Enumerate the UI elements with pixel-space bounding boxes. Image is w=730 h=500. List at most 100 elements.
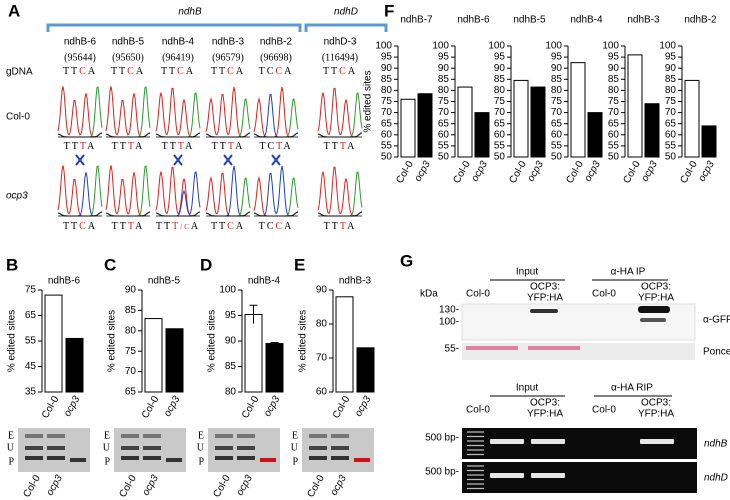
y-tick-label: 95 xyxy=(551,52,563,63)
gel-band xyxy=(309,434,327,438)
lane-label: Col-0 xyxy=(21,473,43,500)
y-tick-label: 80 xyxy=(125,325,137,336)
gel-band xyxy=(331,434,349,438)
site-label: ndhB-3 xyxy=(212,37,245,48)
y-tick-label: 70 xyxy=(125,366,137,377)
gel-band xyxy=(309,446,327,450)
bracket xyxy=(304,23,388,32)
y-tick-label: 55 xyxy=(381,141,393,152)
x-tick-label: Col-0 xyxy=(564,159,586,186)
gel-band xyxy=(215,434,233,438)
sequence: TTTA xyxy=(212,141,245,152)
edit-loss-mark xyxy=(271,154,281,166)
gel-band xyxy=(331,456,349,460)
sequence: TTTA xyxy=(162,141,195,152)
y-axis-label: % edited sites xyxy=(7,310,18,372)
bar xyxy=(627,54,643,158)
lane-label: YFP:HA xyxy=(638,409,674,420)
error-bar xyxy=(249,304,258,324)
y-tick-label: 100 xyxy=(488,41,505,52)
gel-band xyxy=(166,458,182,462)
edit-loss-mark xyxy=(223,154,233,166)
bracket xyxy=(46,23,302,32)
x-tick-label: ocp3 xyxy=(413,159,434,184)
gel-band xyxy=(143,434,161,438)
bar xyxy=(165,328,184,393)
y-tick-label: 95 xyxy=(438,52,450,63)
y-tick-label: 65 xyxy=(551,118,563,129)
y-tick-label: 45 xyxy=(25,361,37,372)
y-tick-label: 60 xyxy=(551,129,563,140)
lane-label: OCP3: xyxy=(530,398,560,409)
y-tick-label: 65 xyxy=(25,310,37,321)
gel-band xyxy=(25,434,43,438)
group-header: α-HA IP xyxy=(611,267,646,278)
site-label: ndhB-6 xyxy=(64,37,97,48)
chart-title: ndhB-7 xyxy=(400,15,433,26)
gel-band xyxy=(121,456,139,460)
ponceau-band xyxy=(528,346,580,350)
y-tick-label: 80 xyxy=(438,85,450,96)
pcr-band xyxy=(490,439,524,444)
blot-label: Ponceau xyxy=(703,347,730,358)
bar xyxy=(44,294,63,393)
x-tick-label: ocp3 xyxy=(470,159,491,184)
y-tick-label: 70 xyxy=(551,107,563,118)
y-tick-label: 100 xyxy=(602,41,619,52)
y-tick-label: 85 xyxy=(381,74,393,85)
bar xyxy=(356,347,375,393)
y-tick-label: 90 xyxy=(381,63,393,74)
sequence: TTTA xyxy=(112,221,145,232)
x-tick-label: Col-0 xyxy=(240,394,262,421)
y-tick-label: 55 xyxy=(551,141,563,152)
y-tick-label: 100 xyxy=(659,41,676,52)
sequence: TTCA xyxy=(323,66,357,77)
blot-label: α-GFP xyxy=(703,315,730,326)
y-tick-label: 70 xyxy=(665,107,677,118)
y-tick-label: 90 xyxy=(125,285,137,296)
band-label: E xyxy=(198,430,204,441)
bar xyxy=(335,296,354,393)
x-tick-label: ocp3 xyxy=(583,159,604,184)
lane-label: ocp3 xyxy=(45,473,66,498)
panel-label: D xyxy=(200,255,212,274)
y-tick-label: 50 xyxy=(381,152,393,163)
row-label: ocp3 xyxy=(6,191,28,202)
y-tick-label: 60 xyxy=(438,129,450,140)
sequence: TCCA xyxy=(259,66,294,77)
y-tick-label: 95 xyxy=(225,310,237,321)
y-tick-label: 55 xyxy=(608,141,620,152)
gel-band xyxy=(25,446,43,450)
position: (96419) xyxy=(162,52,194,63)
y-tick-label: 60 xyxy=(494,129,506,140)
size-label: 500 bp- xyxy=(425,467,459,478)
sequence: TTCA xyxy=(211,221,245,232)
bar xyxy=(701,125,717,158)
chart-title: ndhB-6 xyxy=(48,276,81,287)
gel-band xyxy=(47,434,65,438)
y-axis-label: % edited sites xyxy=(298,310,309,372)
pcr-band xyxy=(531,473,565,478)
y-tick-label: 95 xyxy=(665,52,677,63)
site-label: ndhB-5 xyxy=(112,37,145,48)
y-tick-label: 70 xyxy=(316,353,328,364)
sequence: TCCA xyxy=(259,221,294,232)
gel-band xyxy=(121,434,139,438)
y-tick-label: 65 xyxy=(494,118,506,129)
site-label: ndhD-3 xyxy=(324,37,357,48)
sequence: TTTA xyxy=(324,221,357,232)
panel-label: G xyxy=(400,251,413,270)
group-header: Input xyxy=(516,267,538,278)
pcr-band xyxy=(531,439,565,444)
gel-band xyxy=(215,456,233,460)
y-axis-label: % edited sites xyxy=(107,310,118,372)
ponceau-strip xyxy=(462,343,695,360)
gel-band xyxy=(237,434,255,438)
x-tick-label: Col-0 xyxy=(394,159,416,186)
y-tick-label: 80 xyxy=(316,319,328,330)
y-tick-label: 85 xyxy=(438,74,450,85)
x-tick-label: ocp3 xyxy=(62,394,83,419)
x-tick-label: ocp3 xyxy=(640,159,661,184)
sequence: TTT/CA xyxy=(156,221,200,232)
